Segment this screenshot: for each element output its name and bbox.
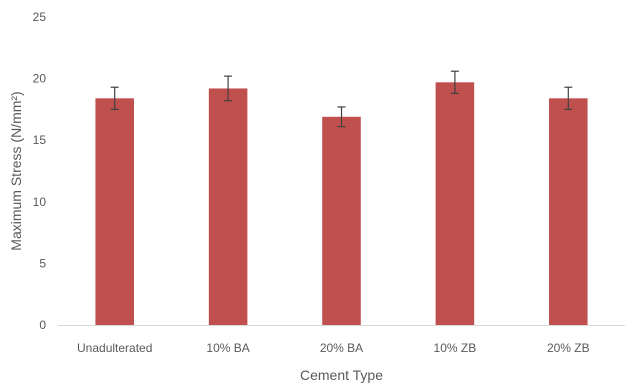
error-bar bbox=[337, 106, 346, 128]
bar bbox=[95, 98, 134, 325]
x-tick-label: 10% ZB bbox=[434, 341, 477, 355]
x-tick-label: 20% ZB bbox=[547, 341, 590, 355]
error-bar bbox=[564, 86, 573, 111]
error-bar bbox=[450, 70, 459, 94]
x-axis-title: Cement Type bbox=[300, 367, 383, 383]
bar bbox=[208, 88, 248, 326]
bar bbox=[549, 98, 588, 325]
x-tick-label: 10% BA bbox=[206, 341, 249, 355]
y-axis-title: Maximum Stress (N/mm²) bbox=[8, 91, 24, 250]
y-tick-label: 0 bbox=[39, 318, 46, 332]
y-tick-label: 25 bbox=[33, 10, 47, 24]
error-bar bbox=[224, 75, 233, 102]
y-tick-label: 5 bbox=[39, 256, 46, 270]
bar bbox=[435, 82, 475, 326]
x-tick-label: Unadulterated bbox=[77, 341, 152, 355]
error-bar bbox=[110, 86, 119, 111]
bars-group bbox=[95, 82, 588, 326]
y-tick-label: 20 bbox=[33, 72, 47, 86]
y-tick-label: 15 bbox=[33, 133, 47, 147]
y-tick-label: 10 bbox=[33, 195, 47, 209]
error-bars-group bbox=[110, 70, 573, 128]
y-axis-ticks: 0 5 10 15 20 25 bbox=[33, 10, 47, 332]
x-tick-label: 20% BA bbox=[320, 341, 363, 355]
bar bbox=[322, 116, 361, 326]
x-axis-ticks: Unadulterated 10% BA 20% BA 10% ZB 20% ZB bbox=[77, 341, 590, 355]
